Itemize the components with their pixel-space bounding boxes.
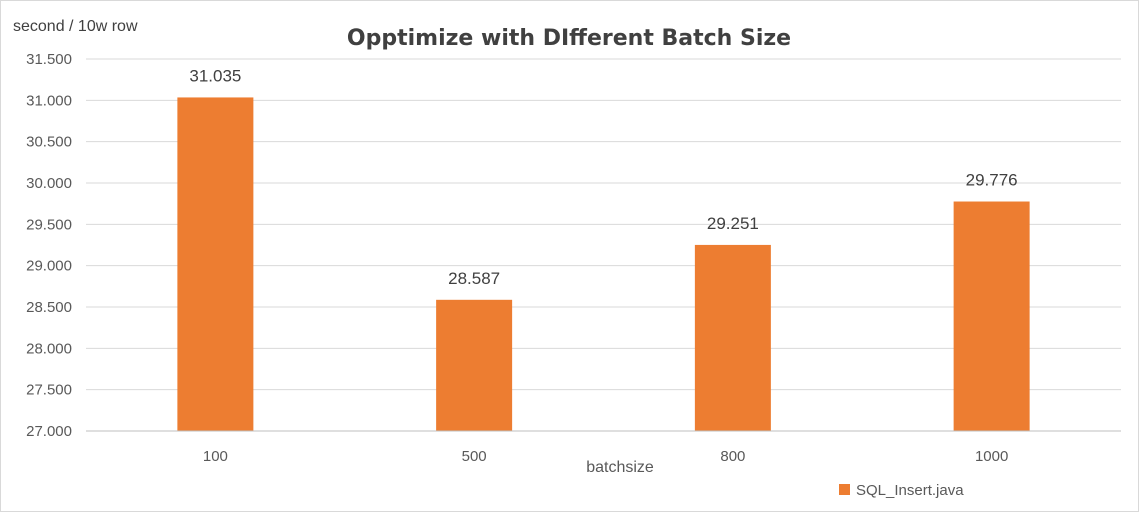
bar-1000 xyxy=(953,201,1030,431)
y-tick-label: 29.500 xyxy=(26,216,72,233)
y-tick-label: 29.000 xyxy=(26,258,72,275)
legend-swatch xyxy=(839,484,850,495)
x-tick-label-100: 100 xyxy=(203,448,228,465)
legend: SQL_Insert.java xyxy=(839,482,964,499)
y-tick-label: 27.000 xyxy=(26,423,72,440)
y-tick-label: 27.500 xyxy=(26,382,72,399)
x-axis-label: batchsize xyxy=(586,459,654,476)
bar-500 xyxy=(436,299,513,431)
bar-100 xyxy=(177,97,254,431)
x-tick-label-500: 500 xyxy=(462,448,487,465)
x-tick-labels: 100 500 800 1000 xyxy=(203,448,1008,465)
data-label-800: 29.251 xyxy=(707,214,759,233)
data-label-500: 28.587 xyxy=(448,269,500,288)
y-tick-label: 30.500 xyxy=(26,134,72,151)
bar-800 xyxy=(694,244,771,431)
y-axis-label: second / 10w row xyxy=(13,18,138,35)
gridlines xyxy=(86,58,1121,391)
y-tick-label: 28.500 xyxy=(26,299,72,316)
x-tick-label-800: 800 xyxy=(720,448,745,465)
y-tick-label: 31.000 xyxy=(26,92,72,109)
y-tick-label: 30.000 xyxy=(26,175,72,192)
x-tick-label-1000: 1000 xyxy=(975,448,1008,465)
y-tick-label: 28.000 xyxy=(26,340,72,357)
data-label-100: 31.035 xyxy=(189,66,241,85)
bars xyxy=(177,97,1030,431)
y-tick-labels: 27.000 27.500 28.000 28.500 29.000 29.500 30.0… xyxy=(26,51,72,440)
data-labels: 31.035 28.587 29.251 29.776 xyxy=(189,66,1017,287)
data-label-1000: 29.776 xyxy=(966,171,1018,190)
y-tick-label: 31.500 xyxy=(26,51,72,68)
legend-label: SQL_Insert.java xyxy=(856,482,964,499)
chart-title: Opptimize with DIfferent Batch Size xyxy=(347,26,791,51)
